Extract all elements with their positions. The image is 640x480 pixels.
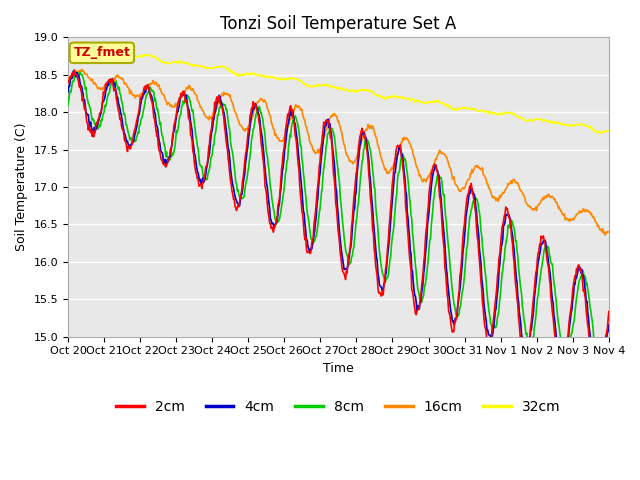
Y-axis label: Soil Temperature (C): Soil Temperature (C) (15, 123, 28, 251)
Title: Tonzi Soil Temperature Set A: Tonzi Soil Temperature Set A (220, 15, 456, 33)
Legend: 2cm, 4cm, 8cm, 16cm, 32cm: 2cm, 4cm, 8cm, 16cm, 32cm (110, 394, 566, 420)
X-axis label: Time: Time (323, 362, 354, 375)
Text: TZ_fmet: TZ_fmet (74, 46, 131, 60)
